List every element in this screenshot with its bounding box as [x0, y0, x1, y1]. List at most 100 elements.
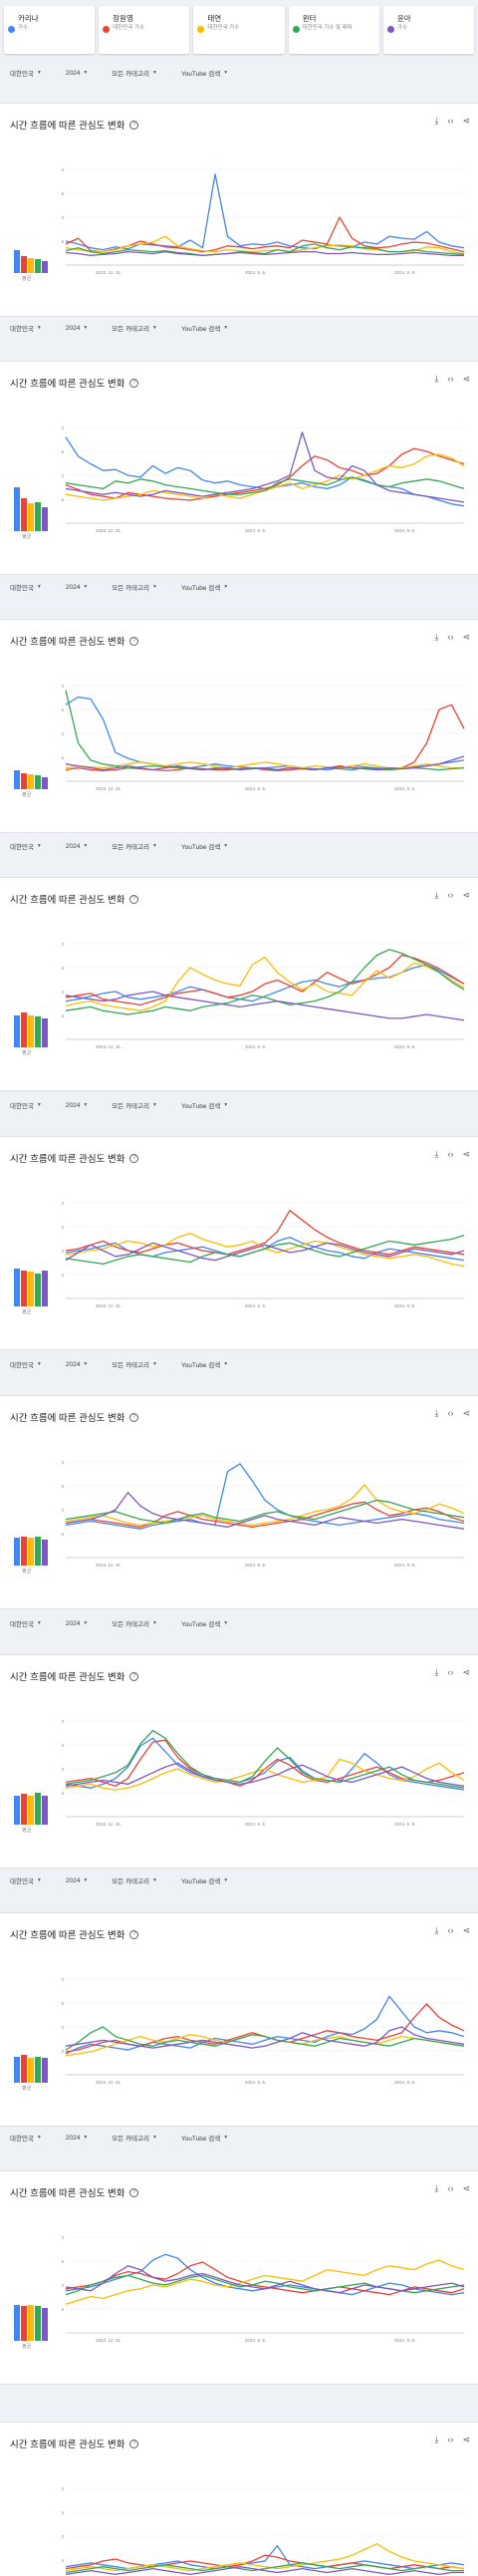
embed-icon[interactable]: ‹› — [447, 2434, 454, 2444]
average-bar — [35, 2056, 41, 2083]
source-dropdown[interactable]: YouTube 검색 ▼ — [181, 582, 228, 592]
year-dropdown[interactable]: 2024 ▼ — [66, 70, 88, 77]
average-bar — [14, 1538, 20, 1566]
download-icon[interactable]: ⤓ — [434, 890, 439, 900]
region-dropdown[interactable]: 대한민국 ▼ — [10, 841, 42, 851]
year-dropdown[interactable]: 2024 ▼ — [66, 2135, 88, 2142]
panel-actions: ⤓ ‹› ⋖ — [434, 632, 470, 643]
help-icon[interactable]: ? — [129, 2438, 139, 2448]
category-dropdown[interactable]: 모든 카테고리 ▼ — [112, 2133, 157, 2143]
region-dropdown[interactable]: 대한민국 ▼ — [10, 1100, 42, 1110]
download-icon[interactable]: ⤓ — [434, 374, 439, 384]
help-icon[interactable]: ? — [129, 1671, 139, 1681]
year-dropdown[interactable]: 2024 ▼ — [66, 584, 88, 591]
share-icon[interactable]: ⋖ — [462, 2183, 470, 2193]
download-icon[interactable]: ⤓ — [434, 1149, 439, 1159]
category-dropdown[interactable]: 모든 카테고리 ▼ — [112, 582, 157, 592]
download-icon[interactable]: ⤓ — [434, 1408, 439, 1418]
region-dropdown[interactable]: 대한민국 ▼ — [10, 2133, 42, 2143]
source-dropdown[interactable]: YouTube 검색 ▼ — [181, 68, 228, 78]
term-subtitle: 대한민국 가수 — [113, 25, 145, 31]
interest-over-time-panel: 시간 흐름에 따른 관심도 변화? ⤓ ‹› ⋖ 평균 100 75 50 25 2023. 12… — [0, 619, 478, 833]
embed-icon[interactable]: ‹› — [447, 632, 454, 642]
download-icon[interactable]: ⤓ — [434, 2434, 439, 2444]
category-dropdown[interactable]: 모든 카테고리 ▼ — [112, 1100, 157, 1110]
source-dropdown[interactable]: YouTube 검색 ▼ — [181, 841, 228, 851]
download-icon[interactable]: ⤓ — [434, 1925, 439, 1935]
download-icon[interactable]: ⤓ — [434, 116, 439, 126]
help-icon[interactable]: ? — [129, 2187, 139, 2197]
help-icon[interactable]: ? — [129, 378, 139, 388]
line-chart: 100 75 50 25 2023. 12. 31. 2024. 5. 5. 2024. 9… — [62, 1195, 470, 1318]
search-term-card[interactable]: 윈터 대한민국 가수 및 래퍼 — [288, 6, 379, 54]
help-icon[interactable]: ? — [129, 120, 139, 130]
embed-icon[interactable]: ‹› — [447, 890, 454, 900]
region-dropdown[interactable]: 대한민국 ▼ — [10, 68, 42, 78]
panel-title-text: 시간 흐름에 따른 관심도 변화 — [10, 121, 125, 132]
year-dropdown[interactable]: 2024 ▼ — [66, 325, 88, 332]
category-dropdown[interactable]: 모든 카테고리 ▼ — [112, 1618, 157, 1628]
embed-icon[interactable]: ‹› — [447, 116, 454, 126]
category-dropdown[interactable]: 모든 카테고리 ▼ — [112, 1359, 157, 1369]
help-icon[interactable]: ? — [129, 636, 139, 646]
region-dropdown[interactable]: 대한민국 ▼ — [10, 1875, 42, 1885]
download-icon[interactable]: ⤓ — [434, 1667, 439, 1677]
source-dropdown[interactable]: YouTube 검색 ▼ — [181, 1359, 228, 1369]
y-tick-label: 75 — [62, 2510, 64, 2515]
average-bars — [14, 479, 48, 531]
filter-bar: 대한민국 ▼ 2024 ▼ 모든 카테고리 ▼ YouTube 검색 ▼ — [0, 2127, 478, 2148]
y-tick-label: 25 — [62, 2307, 64, 2312]
year-dropdown[interactable]: 2024 ▼ — [66, 1877, 88, 1884]
share-icon[interactable]: ⋖ — [462, 1408, 470, 1418]
search-term-card[interactable]: 장원영 대한민국 가수 — [99, 6, 190, 54]
search-term-card[interactable]: 윤아 가수 — [382, 6, 475, 54]
embed-icon[interactable]: ‹› — [447, 1925, 454, 1935]
region-dropdown[interactable]: 대한민국 ▼ — [10, 582, 42, 592]
help-icon[interactable]: ? — [129, 1153, 139, 1163]
source-dropdown[interactable]: YouTube 검색 ▼ — [181, 323, 228, 333]
share-icon[interactable]: ⋖ — [462, 1667, 470, 1677]
region-dropdown[interactable]: 대한민국 ▼ — [10, 323, 42, 333]
source-dropdown[interactable]: YouTube 검색 ▼ — [181, 1618, 228, 1628]
source-dropdown-label: YouTube 검색 — [180, 844, 221, 851]
embed-icon[interactable]: ‹› — [447, 1408, 454, 1418]
help-icon[interactable]: ? — [129, 1929, 139, 1939]
year-dropdown[interactable]: 2024 ▼ — [66, 1102, 88, 1109]
source-dropdown[interactable]: YouTube 검색 ▼ — [181, 2133, 228, 2143]
share-icon[interactable]: ⋖ — [462, 1925, 470, 1935]
category-dropdown[interactable]: 모든 카테고리 ▼ — [112, 68, 157, 78]
share-icon[interactable]: ⋖ — [462, 2434, 470, 2444]
source-dropdown[interactable]: YouTube 검색 ▼ — [181, 1875, 228, 1885]
term-subtitle: 대한민국 가수 — [207, 25, 240, 31]
average-bar — [42, 1270, 48, 1306]
term-name: 태연 — [207, 14, 222, 23]
year-dropdown[interactable]: 2024 ▼ — [66, 843, 88, 850]
region-dropdown-label: 대한민국 — [10, 585, 34, 592]
download-icon[interactable]: ⤓ — [434, 2183, 439, 2193]
share-icon[interactable]: ⋖ — [462, 1149, 470, 1159]
share-icon[interactable]: ⋖ — [462, 632, 470, 642]
filter-bar: 대한민국 ▼ 2024 ▼ 모든 카테고리 ▼ YouTube 검색 ▼ — [0, 317, 478, 339]
embed-icon[interactable]: ‹› — [447, 374, 454, 384]
embed-icon[interactable]: ‹› — [447, 1149, 454, 1159]
search-term-card[interactable]: 카리나 가수 — [4, 6, 96, 54]
source-dropdown[interactable]: YouTube 검색 ▼ — [181, 1100, 228, 1110]
year-dropdown[interactable]: 2024 ▼ — [66, 1361, 88, 1368]
region-dropdown[interactable]: 대한민국 ▼ — [10, 1359, 42, 1369]
embed-icon[interactable]: ‹› — [447, 1667, 454, 1677]
category-dropdown[interactable]: 모든 카테고리 ▼ — [112, 841, 157, 851]
category-dropdown[interactable]: 모든 카테고리 ▼ — [112, 1875, 157, 1885]
share-icon[interactable]: ⋖ — [462, 890, 470, 900]
help-icon[interactable]: ? — [129, 1412, 139, 1422]
embed-icon[interactable]: ‹› — [447, 2183, 454, 2193]
region-dropdown[interactable]: 대한민국 ▼ — [10, 1618, 42, 1628]
category-dropdown[interactable]: 모든 카테고리 ▼ — [112, 323, 157, 333]
download-icon[interactable]: ⤓ — [434, 632, 439, 642]
share-icon[interactable]: ⋖ — [462, 116, 470, 126]
compare-terms-row: 카리나 가수 장원영 대한민국 가수 태연 대한민국 가수 윈터 대한민국 가수 및 래퍼 윤아… — [0, 6, 478, 54]
help-icon[interactable]: ? — [129, 894, 139, 904]
panel-actions: ⤓ ‹› ⋖ — [434, 1149, 470, 1160]
year-dropdown[interactable]: 2024 ▼ — [66, 1620, 88, 1627]
share-icon[interactable]: ⋖ — [462, 374, 470, 384]
